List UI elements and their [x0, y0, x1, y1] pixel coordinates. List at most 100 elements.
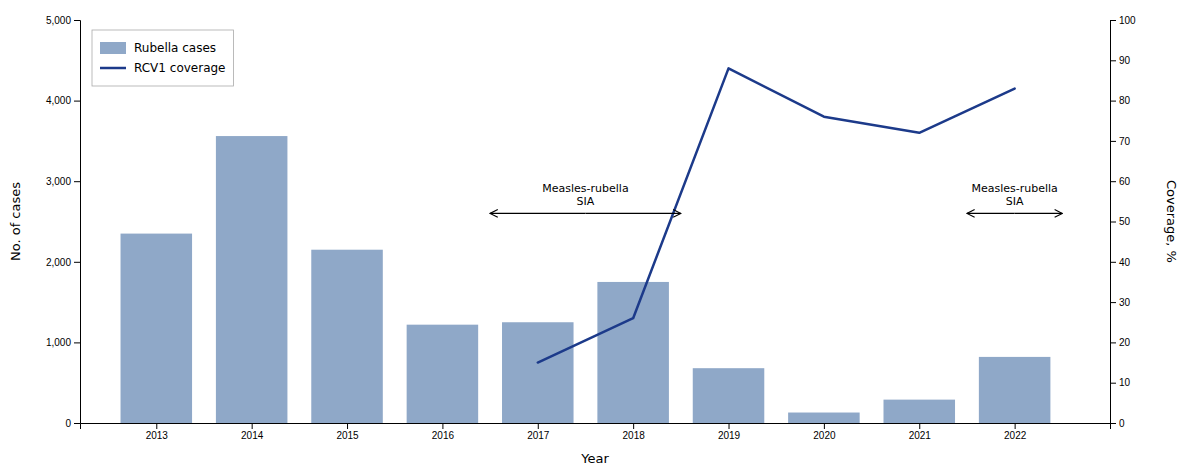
y-axis-tick: 0 [65, 418, 80, 429]
y2-axis-tick: 90 [1110, 55, 1131, 66]
y-axis-title: No. of cases [8, 182, 23, 261]
legend-label: RCV1 coverage [134, 61, 226, 75]
x-axis-tick: 2018 [623, 423, 646, 441]
x-axis-tick-label: 2020 [813, 430, 836, 441]
x-axis: 2013 2014 2015 2016 2017 2018 2019 2020 2021 2022 [81, 423, 1111, 441]
legend-entry: RCV1 coverage [100, 61, 226, 75]
y2-axis-tick-label: 90 [1119, 55, 1131, 66]
y2-axis-tick-label: 100 [1119, 15, 1136, 26]
x-axis-tick-label: 2018 [623, 430, 646, 441]
y2-axis-tick-mark [1110, 302, 1116, 303]
y2-axis-tick-mark [1110, 20, 1116, 21]
bar [597, 282, 669, 423]
y-axis-tick-mark [74, 423, 80, 424]
annotation-arrow [967, 213, 1015, 214]
x-axis-tick-label: 2019 [718, 430, 741, 441]
y-axis-tick-mark [74, 262, 80, 263]
x-axis-tick-label: 2013 [146, 430, 169, 441]
y2-axis-title: Coverage, % [1164, 180, 1179, 263]
y2-axis-tick-mark [1110, 181, 1116, 182]
annotation-text-line: SIA [1006, 195, 1024, 208]
marks [121, 68, 1051, 423]
x-axis-tick-label: 2022 [1004, 430, 1027, 441]
bar [216, 136, 288, 423]
y2-axis-tick-mark [1110, 262, 1116, 263]
y-axis-tick-label: 4,000 [46, 95, 71, 106]
y-axis-tick-label: 1,000 [46, 337, 71, 348]
x-axis-tick-label: 2021 [909, 430, 932, 441]
y2-axis-tick-mark [1110, 342, 1116, 343]
x-axis-tick-mark [824, 423, 825, 429]
y2-axis-tick: 100 [1110, 15, 1136, 26]
y-axis-tick-mark [74, 342, 80, 343]
legend-swatch [100, 42, 126, 54]
y2-axis-tick: 0 [1110, 418, 1125, 429]
y-axis-tick: 4,000 [46, 95, 80, 106]
y2-axis-tick-label: 30 [1119, 297, 1131, 308]
y-axis-tick-label: 0 [65, 418, 71, 429]
annotation-text-line: Measles-rubella [542, 182, 628, 195]
x-axis-tick-label: 2015 [336, 430, 359, 441]
y-axis-tick-label: 2,000 [46, 257, 71, 268]
y-axis-tick: 5,000 [46, 15, 80, 26]
chart-svg: 2013 2014 2015 2016 2017 2018 2019 2020 2021 2022… [0, 0, 1185, 475]
y-axis-tick-label: 5,000 [46, 15, 71, 26]
bar [407, 325, 479, 423]
annotations: Measles-rubellaSIAMeasles-rubellaSIA [490, 182, 1062, 213]
bar [693, 368, 765, 423]
legend-frame [92, 30, 234, 86]
chart-container: 2013 2014 2015 2016 2017 2018 2019 2020 2021 2022… [0, 0, 1185, 475]
y-axis-tick-mark [74, 101, 80, 102]
x-axis-tick: 2019 [718, 423, 741, 441]
y2-axis-tick-label: 60 [1119, 176, 1131, 187]
y-axis-tick-mark [74, 20, 80, 21]
y2-axis: 0102030405060708090100 [1110, 15, 1136, 429]
y2-axis-tick: 30 [1110, 297, 1131, 308]
y2-axis-tick: 80 [1110, 95, 1131, 106]
annotation-text: Measles-rubellaSIA [971, 182, 1057, 208]
x-axis-tick-label: 2017 [527, 430, 550, 441]
y2-axis-tick-mark [1110, 383, 1116, 384]
x-axis-tick-mark [347, 423, 348, 429]
bar [121, 234, 193, 423]
annotation-arrow [1015, 213, 1063, 214]
bar [788, 413, 860, 423]
y-axis-tick-label: 3,000 [46, 176, 71, 187]
x-axis-tick-mark [252, 423, 253, 429]
y2-axis-tick-mark [1110, 141, 1116, 142]
x-axis-tick-label: 2014 [241, 430, 264, 441]
y2-axis-tick-mark [1110, 60, 1116, 61]
bar-series [121, 136, 1051, 423]
y2-axis-tick: 20 [1110, 337, 1131, 348]
x-axis-tick: 2021 [909, 423, 932, 441]
legend: Rubella cases RCV1 coverage [92, 30, 234, 86]
bar [883, 400, 955, 423]
bar [311, 250, 383, 423]
y2-axis-tick: 50 [1110, 216, 1131, 227]
x-axis-tick-mark [633, 423, 634, 429]
x-axis-tick-mark [919, 423, 920, 429]
annotation-arrow [490, 213, 585, 214]
annotation-text-line: SIA [577, 195, 595, 208]
x-axis-tick-mark [442, 423, 443, 429]
annotation-arrow [585, 213, 680, 214]
y-axis-tick: 2,000 [46, 257, 80, 268]
x-axis-title: Year [580, 451, 609, 466]
annotation-text: Measles-rubellaSIA [542, 182, 628, 208]
x-axis-tick: 2016 [432, 423, 455, 441]
x-axis-tick: 2014 [241, 423, 264, 441]
y2-axis-tick-label: 20 [1119, 337, 1131, 348]
y2-axis-tick-mark [1110, 101, 1116, 102]
x-axis-tick-mark [729, 423, 730, 429]
y2-axis-tick: 40 [1110, 257, 1131, 268]
y2-axis-tick: 60 [1110, 176, 1131, 187]
legend-label: Rubella cases [134, 41, 216, 55]
y-axis-line [74, 21, 81, 424]
annotation-text-line: Measles-rubella [971, 182, 1057, 195]
x-axis-tick-mark [1015, 423, 1016, 429]
x-axis-tick-mark [156, 423, 157, 429]
x-axis-tick: 2017 [527, 423, 550, 441]
x-axis-tick: 2015 [336, 423, 359, 441]
plot-area: 2013 2014 2015 2016 2017 2018 2019 2020 2021 2022… [46, 15, 1136, 441]
legend-swatch [100, 67, 126, 70]
